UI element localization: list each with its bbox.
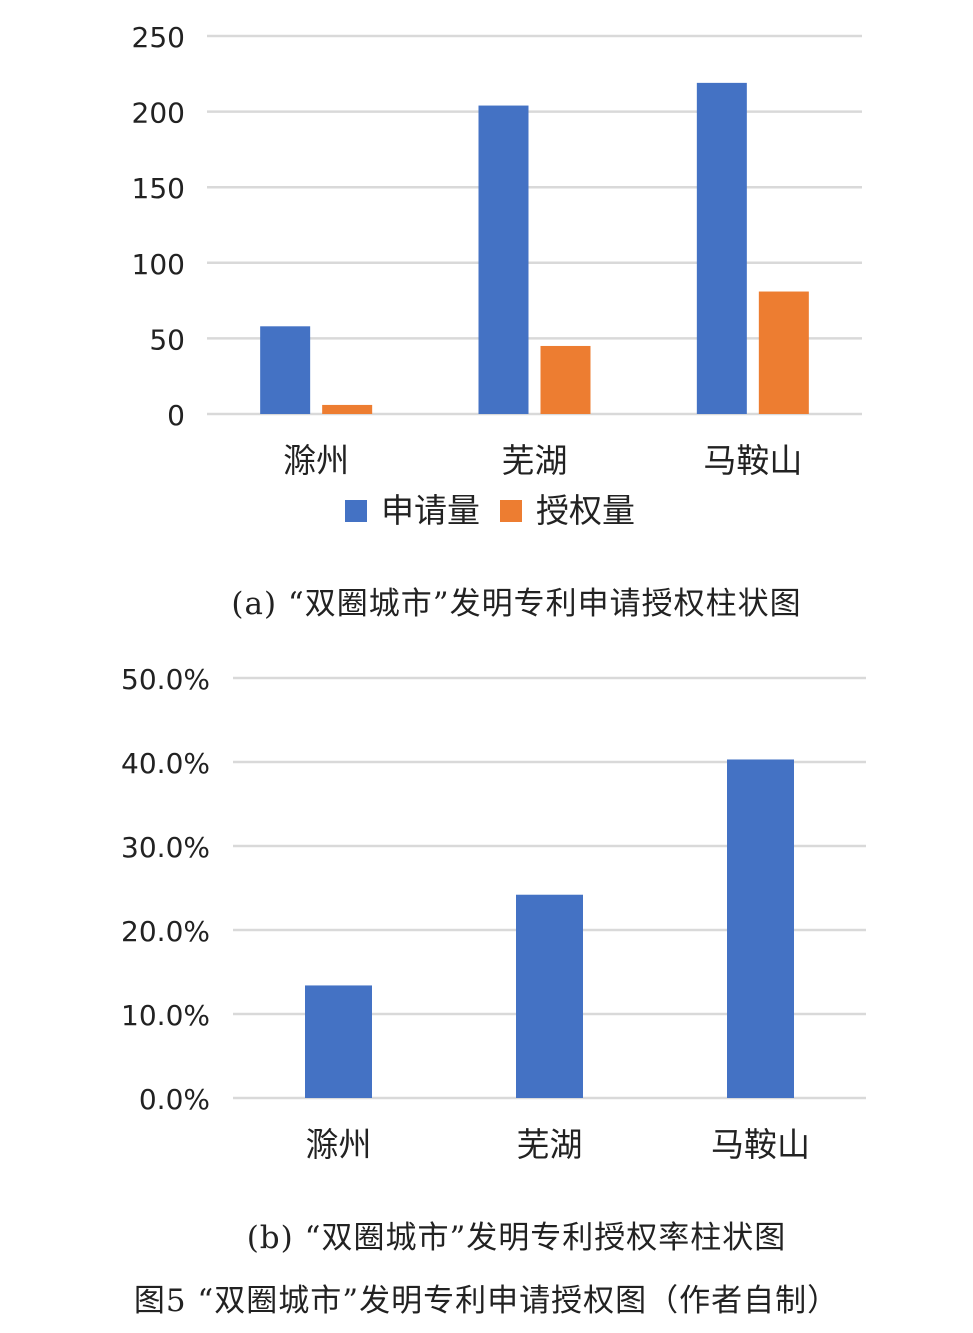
bar-primary xyxy=(696,82,747,414)
x-category-label: 滁州 xyxy=(306,1125,372,1164)
bar-primary xyxy=(260,326,311,414)
bar-secondary xyxy=(540,345,591,414)
y-tick-label: 250 xyxy=(132,21,185,54)
bar-primary xyxy=(516,894,583,1098)
x-category-label: 马鞍山 xyxy=(711,1125,810,1164)
bar-primary xyxy=(478,105,529,414)
x-category-label: 芜湖 xyxy=(502,441,568,480)
x-category-label: 马鞍山 xyxy=(703,441,802,480)
y-tick-label: 200 xyxy=(132,97,185,130)
legend-swatch xyxy=(500,500,522,522)
bar-primary xyxy=(305,985,372,1098)
legend-label: 申请量 xyxy=(381,491,480,530)
y-tick-label: 150 xyxy=(132,172,185,205)
bar-chart-grant-rate: 0.0% 10.0% 20.0% 30.0% 40.0% 50.0% 滁州 芜湖 马鞍山 xyxy=(121,663,866,1164)
chart-b-caption: (b) “双圈城市”发明专利授权率柱状图 xyxy=(246,1220,787,1256)
y-tick-label: 0 xyxy=(167,399,185,432)
legend-swatch xyxy=(345,500,367,522)
x-category-label: 芜湖 xyxy=(517,1125,583,1164)
y-tick-label: 40.0% xyxy=(121,747,210,780)
chart-a-caption: (a) “双圈城市”发明专利申请授权柱状图 xyxy=(231,586,802,622)
x-category-label: 滁州 xyxy=(283,441,349,480)
y-tick-label: 30.0% xyxy=(121,831,210,864)
bar-primary xyxy=(727,759,794,1098)
y-tick-label: 0.0% xyxy=(139,1083,210,1116)
y-tick-label: 20.0% xyxy=(121,915,210,948)
legend-label: 授权量 xyxy=(536,491,635,530)
y-tick-label: 100 xyxy=(132,248,185,281)
y-tick-label: 50 xyxy=(149,323,185,356)
y-tick-label: 50.0% xyxy=(121,663,210,696)
bar-secondary xyxy=(758,291,809,414)
bar-secondary xyxy=(322,404,373,414)
figure-caption: 图5 “双圈城市”发明专利申请授权图（作者自制） xyxy=(133,1283,840,1319)
y-tick-label: 10.0% xyxy=(121,999,210,1032)
